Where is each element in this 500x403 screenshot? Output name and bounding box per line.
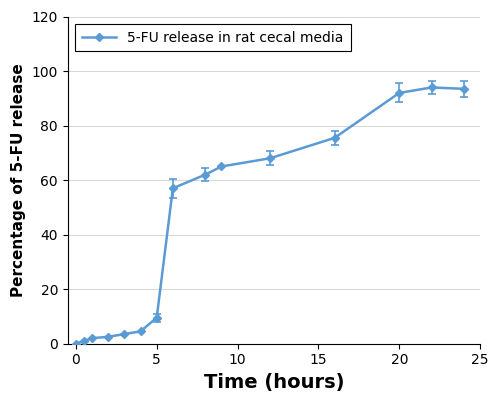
X-axis label: Time (hours): Time (hours)	[204, 373, 344, 392]
Legend: 5-FU release in rat cecal media: 5-FU release in rat cecal media	[74, 23, 351, 52]
Y-axis label: Percentage of 5-FU release: Percentage of 5-FU release	[11, 63, 26, 297]
